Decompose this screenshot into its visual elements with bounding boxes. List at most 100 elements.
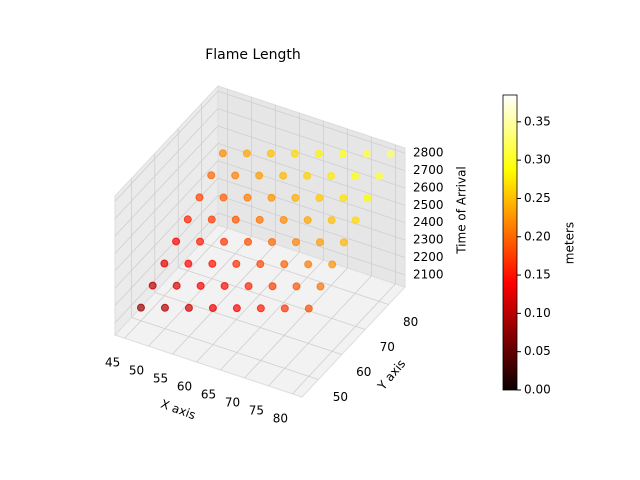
point xyxy=(231,215,240,224)
grid-line xyxy=(114,195,219,306)
tick-label: 75 xyxy=(249,403,264,417)
point xyxy=(220,237,229,246)
point xyxy=(218,149,227,158)
point xyxy=(183,215,192,224)
grid-line xyxy=(292,283,396,395)
point xyxy=(266,149,275,158)
point xyxy=(279,215,288,224)
grid-line xyxy=(217,108,406,171)
tick-label: 2700 xyxy=(413,163,444,177)
grid-line xyxy=(178,267,366,330)
point xyxy=(290,149,299,158)
point xyxy=(314,149,323,158)
point xyxy=(351,216,360,225)
point xyxy=(232,304,241,313)
grid-line xyxy=(148,235,252,347)
colorbar-tick-label: 0.25 xyxy=(524,191,551,205)
point xyxy=(244,282,253,291)
point xyxy=(244,237,253,246)
point xyxy=(327,216,336,225)
tick-label: 80 xyxy=(403,315,418,329)
point xyxy=(327,171,336,180)
back-pane xyxy=(217,85,406,288)
point xyxy=(279,171,288,180)
point xyxy=(172,237,181,246)
tick-label: 60 xyxy=(177,380,192,394)
point xyxy=(148,281,157,290)
point xyxy=(268,282,277,291)
point xyxy=(232,259,241,268)
point xyxy=(304,260,313,269)
point xyxy=(304,304,313,313)
point xyxy=(208,304,217,313)
point xyxy=(280,260,289,269)
tick-label: 50 xyxy=(129,364,144,378)
grid-line xyxy=(217,90,406,154)
colorbar-tick-label: 0.20 xyxy=(524,229,551,243)
point xyxy=(160,303,169,312)
tick-label: 45 xyxy=(105,356,120,370)
point xyxy=(316,282,325,291)
point xyxy=(255,171,264,180)
point xyxy=(338,149,347,158)
tick-label: 2500 xyxy=(413,198,444,212)
panes xyxy=(114,84,406,398)
point xyxy=(255,215,264,224)
point xyxy=(351,172,360,181)
point xyxy=(220,281,229,290)
point xyxy=(172,281,181,290)
point xyxy=(208,259,217,268)
point xyxy=(303,171,312,180)
tick-label: 70 xyxy=(380,340,395,354)
point xyxy=(136,303,145,312)
grid-line xyxy=(217,212,406,276)
point xyxy=(231,171,240,180)
point xyxy=(315,194,324,203)
tick-label: 2800 xyxy=(413,146,444,160)
point xyxy=(291,238,300,247)
tick-label: 60 xyxy=(356,365,371,379)
y-axis-label: Y axis xyxy=(374,357,408,394)
grid-line xyxy=(114,90,219,202)
tick-label: 2600 xyxy=(413,180,444,194)
point xyxy=(386,150,395,159)
point xyxy=(315,238,324,247)
grid-line xyxy=(201,242,389,305)
grid-line xyxy=(114,143,219,254)
point xyxy=(207,171,216,180)
colorbar-tick-label: 0.10 xyxy=(524,306,551,320)
point xyxy=(243,193,252,202)
x-axis-label: X axis xyxy=(159,397,198,422)
grid-line xyxy=(114,212,219,324)
point xyxy=(267,193,276,202)
point xyxy=(196,237,205,246)
tick-label: 50 xyxy=(333,390,348,404)
grid-line xyxy=(217,125,406,189)
point xyxy=(375,172,384,181)
grid-line xyxy=(154,292,342,355)
points xyxy=(136,149,395,313)
point xyxy=(184,259,193,268)
chart-title: Flame Length xyxy=(205,47,301,63)
point xyxy=(339,194,348,203)
tick-label: 65 xyxy=(201,387,216,401)
tick-label: 70 xyxy=(225,395,240,409)
colorbar-tick-label: 0.05 xyxy=(524,344,551,358)
grid-line xyxy=(244,267,348,379)
point xyxy=(160,259,169,268)
tick-label: 2400 xyxy=(413,215,444,229)
tick-label: 55 xyxy=(153,372,168,386)
point xyxy=(328,260,337,269)
point xyxy=(196,281,205,290)
point xyxy=(256,260,265,269)
point xyxy=(303,216,312,225)
point xyxy=(242,149,251,158)
tick-label: 2200 xyxy=(413,250,444,264)
grid-line xyxy=(196,251,300,363)
point xyxy=(184,303,193,312)
point xyxy=(219,193,228,202)
grid-line xyxy=(217,195,406,258)
tick-label: 2100 xyxy=(413,267,444,281)
colorbar-label: meters xyxy=(563,222,577,264)
